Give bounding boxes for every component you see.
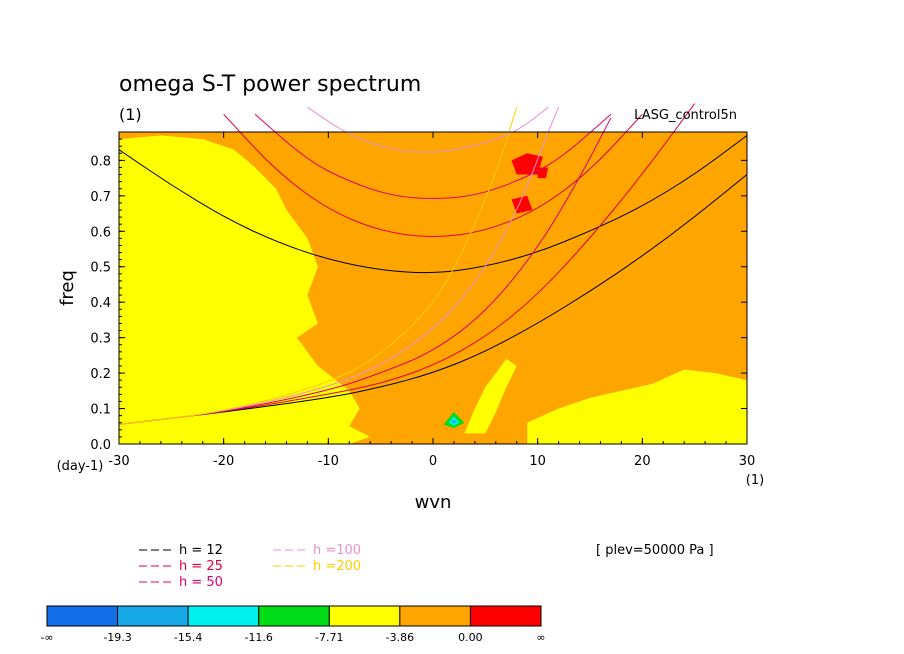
x-unit-label: (1)	[746, 473, 764, 488]
y-tick-label: 0.1	[90, 403, 111, 418]
y-tick-label: 0.2	[90, 367, 111, 382]
curve-h-12-1	[118, 174, 748, 425]
dataset-label: LASG_control5n	[634, 108, 737, 123]
colorbar-label: -7.71	[315, 631, 343, 644]
colorbar-label: -3.86	[386, 631, 414, 644]
x-axis: -30 -20 -10 0 10 20 30	[108, 132, 755, 469]
colorbar-label: -∞	[40, 631, 53, 644]
colorbar-label: -15.4	[174, 631, 202, 644]
legend-label: h =200	[313, 559, 361, 574]
colorbar-swatch	[328, 605, 401, 627]
x-tick-label: 10	[529, 454, 546, 469]
y-tick-label: 0.3	[90, 332, 111, 347]
y-tick-label: 0.0	[90, 438, 111, 453]
curve-h-200-8	[118, 107, 518, 425]
colorbar-swatch	[258, 605, 330, 627]
x-tick-label: 0	[429, 454, 437, 469]
legend-label: h =100	[313, 543, 361, 558]
y-tick-label: 0.7	[90, 190, 111, 205]
colorbar-swatch	[117, 605, 189, 627]
y-tick-label: 0.4	[90, 296, 111, 311]
y-unit-label: (day-1)	[57, 459, 104, 474]
curve-h-50-4	[254, 113, 612, 199]
colorbar-swatch	[46, 605, 119, 627]
x-tick-label: 20	[634, 454, 651, 469]
x-tick-label: -20	[213, 454, 234, 469]
colorbar-label: ∞	[536, 631, 545, 644]
x-tick-label: 30	[739, 454, 756, 469]
dispersion-curves	[118, 103, 748, 425]
curve-h-12-0	[118, 135, 748, 274]
colorbar-swatch	[469, 605, 542, 627]
legend-label: h = 50	[179, 575, 223, 590]
region-yellow-ridge	[464, 358, 517, 434]
region-yellow-west-band	[119, 135, 371, 444]
colorbar-label: 0.00	[458, 631, 483, 644]
contour-regions	[119, 135, 747, 444]
chart-subtitle: (1)	[119, 105, 142, 124]
y-tick-label: 0.5	[90, 261, 111, 276]
colorbar-label: -19.3	[103, 631, 131, 644]
x-axis-title: wvn	[415, 492, 452, 513]
colorbar: -∞ -19.3 -15.4 -11.6 -7.71 -3.86 0.00 ∞	[40, 605, 546, 644]
region-blue-spot	[451, 419, 456, 424]
y-tick-label: 0.6	[90, 225, 111, 240]
region-red-patch-1	[511, 153, 543, 175]
curve-h-100-6	[307, 106, 549, 153]
y-axis: 0.0 0.1 0.2 0.3 0.4 0.5 0.6 0.7 0.8	[90, 138, 747, 453]
colorbar-swatch	[399, 605, 471, 627]
x-tick-label: -10	[318, 454, 339, 469]
x-tick-label: -30	[108, 454, 129, 469]
y-axis-title: freq	[57, 270, 78, 306]
colorbar-swatch	[187, 605, 260, 627]
curve-h-25-2	[223, 113, 643, 238]
level-note: [ plev=50000 Pa ]	[596, 543, 714, 558]
legend-label: h = 25	[179, 559, 223, 574]
y-tick-label: 0.8	[90, 154, 111, 169]
chart-title: omega S-T power spectrum	[119, 72, 421, 97]
region-yellow-east-low	[527, 369, 747, 444]
legend-label: h = 12	[179, 543, 223, 558]
colorbar-label: -11.6	[244, 631, 272, 644]
